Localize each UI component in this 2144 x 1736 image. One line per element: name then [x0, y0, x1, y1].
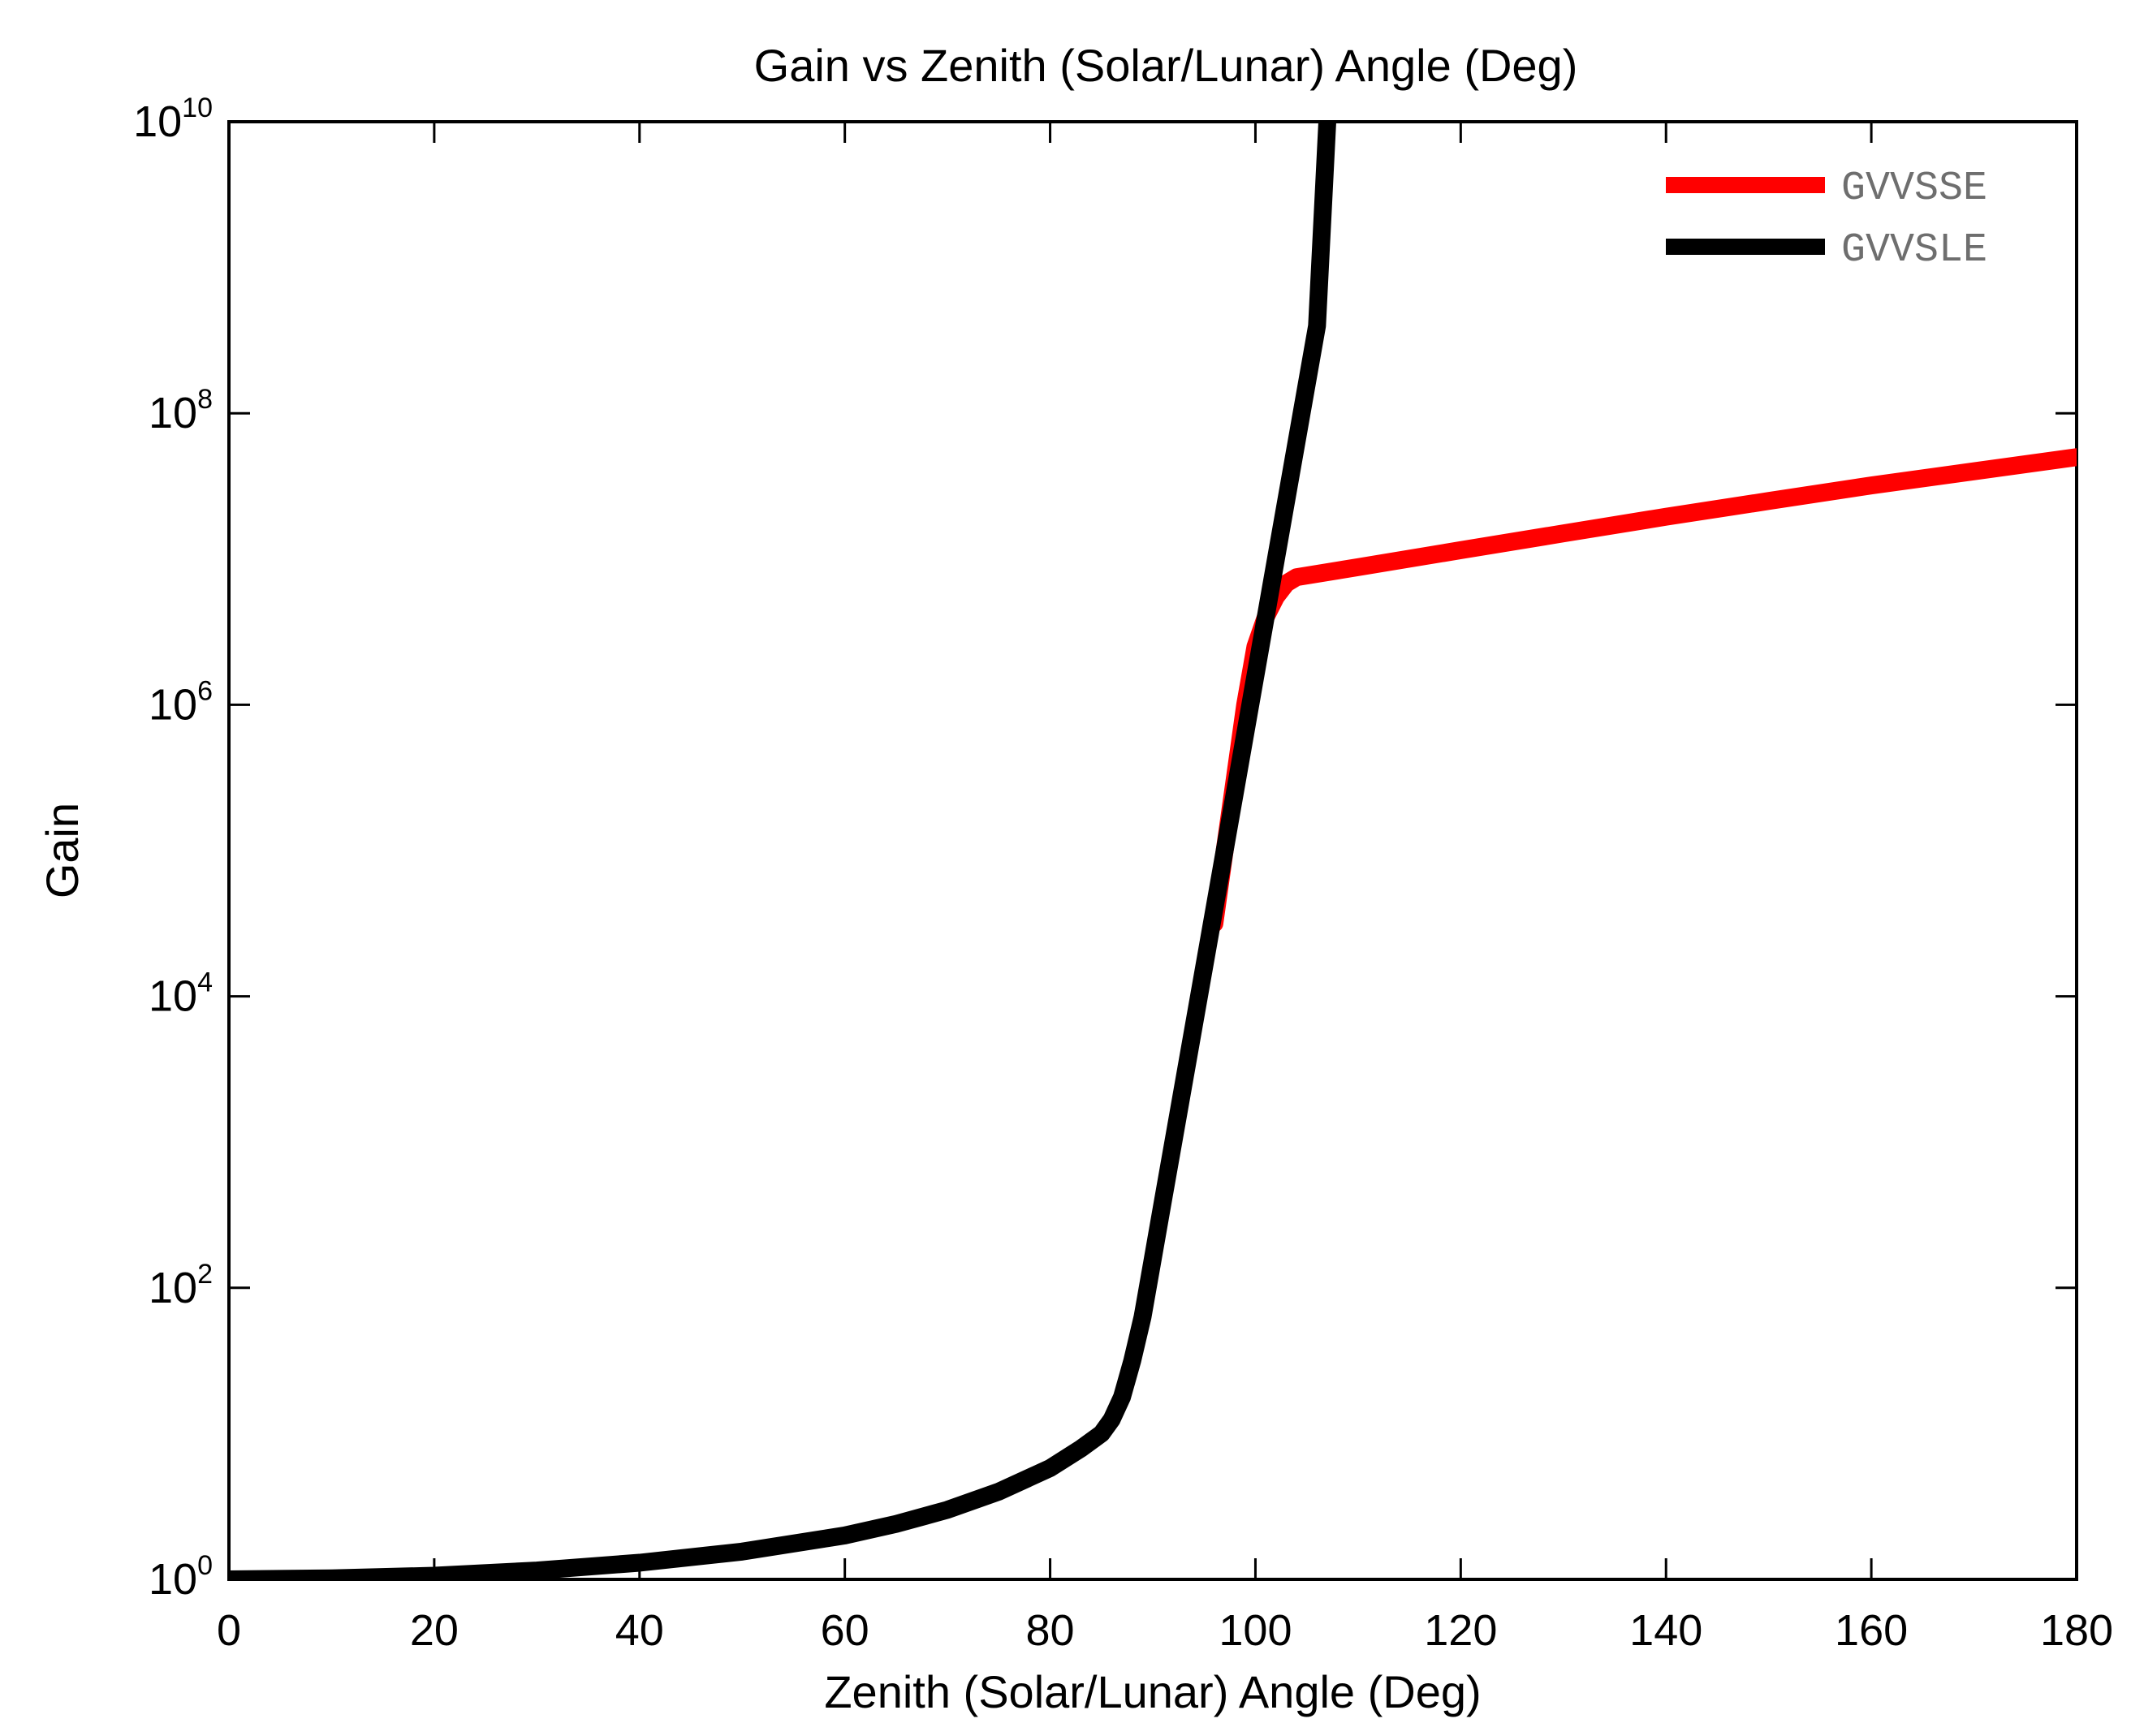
y-tick-label: 104: [149, 967, 213, 1021]
y-tick-label: 1010: [133, 93, 213, 146]
chart-title: Gain vs Zenith (Solar/Lunar) Angle (Deg): [754, 40, 1578, 91]
legend-label-gvvsse: GVVSSE: [1841, 166, 1987, 212]
legend: GVVSSE GVVSLE: [1666, 166, 1987, 274]
x-tick-label: 40: [615, 1606, 664, 1655]
legend-label-gvvsle: GVVSLE: [1841, 227, 1987, 274]
x-tick-label: 100: [1219, 1606, 1292, 1655]
x-tick-label: 80: [1026, 1606, 1075, 1655]
series-line-gvvsse: [1205, 448, 2077, 933]
y-tick-label: 108: [149, 384, 213, 437]
x-tick-label: 120: [1424, 1606, 1497, 1655]
x-tick-label: 160: [1835, 1606, 1908, 1655]
x-axis-label: Zenith (Solar/Lunar) Angle (Deg): [824, 1666, 1481, 1717]
y-tick-label: 102: [149, 1259, 213, 1312]
plot-frame: [227, 120, 2078, 1581]
y-tick-label: 106: [149, 675, 213, 729]
x-tick-label: 60: [821, 1606, 869, 1655]
series-layer: [229, 122, 2077, 1579]
x-tick-label: 180: [2040, 1606, 2113, 1655]
series-line-gvvsle: [229, 122, 1336, 1579]
x-tick-label: 0: [217, 1606, 241, 1655]
x-axis-ticks: 0 20 40 60 80 100 120 140 160 180: [217, 122, 2113, 1655]
x-tick-label: 20: [410, 1606, 459, 1655]
y-tick-label: 100: [149, 1550, 213, 1604]
y-axis-ticks: 100 102 104 106 108 1010: [133, 93, 2077, 1604]
x-tick-label: 140: [1629, 1606, 1702, 1655]
y-axis-label: Gain: [37, 803, 88, 898]
